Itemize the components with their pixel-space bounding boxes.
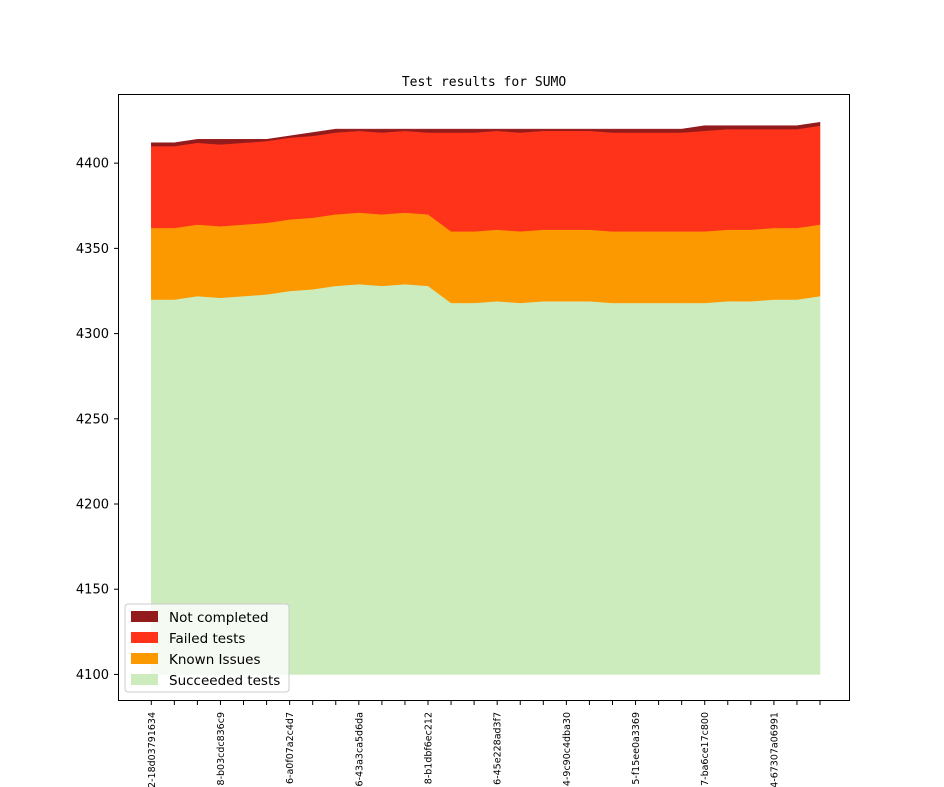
legend-label-failed-tests: Failed tests (169, 631, 245, 647)
ytick-label: 4250 (76, 412, 109, 427)
xtick-label: 8-b1dbf6ec212 (424, 712, 435, 784)
legend-swatch-not-completed (131, 611, 158, 622)
legend-frame (124, 603, 290, 693)
legend-swatch-known-issues (131, 653, 158, 664)
xtick-label: 2-18d03791634 (147, 712, 158, 787)
xtick-label: 6-45e228ad3f7 (493, 712, 504, 785)
ytick-label: 4300 (76, 327, 109, 342)
y-axis: 4100 4150 4200 4250 4300 4350 4400 (76, 157, 119, 683)
xtick-label: 5-f15ee0a3369 (631, 712, 642, 785)
axes-frame (118, 94, 850, 701)
xtick-label: 4-67307a06991 (769, 712, 780, 787)
ytick-label: 4100 (76, 668, 109, 683)
legend-items: Not completed Failed tests Known Issues Suc… (131, 610, 280, 689)
xtick-label: 7-ba6ce17c800 (700, 712, 711, 786)
xtick-label: 8-b03cdc836c9 (216, 712, 227, 785)
ytick-label: 4200 (76, 498, 109, 513)
legend-swatch-succeeded-tests (131, 674, 158, 685)
ytick-label: 4400 (76, 157, 109, 172)
chart-title: Test results for SUMO (402, 75, 567, 90)
ytick-label: 4350 (76, 242, 109, 257)
series-areas (151, 121, 821, 675)
legend-label-known-issues: Known Issues (169, 652, 261, 668)
xtick-label: 4-9c90c4dba30 (562, 712, 573, 786)
xtick-label: 6-a0f07a2c4d7 (285, 712, 296, 784)
xtick-label: 6-43a3ca5d6da (354, 712, 365, 786)
ytick-label: 4150 (76, 583, 109, 598)
legend-label-succeeded-tests: Succeeded tests (169, 673, 280, 689)
legend-label-not-completed: Not completed (169, 610, 269, 626)
legend-swatch-failed-tests (131, 632, 158, 643)
x-axis: 2-18d03791634 8-b03cdc836c9 6-a0f07a2c4d7 6… (147, 700, 821, 787)
area-not-completed (151, 121, 821, 147)
legend: Not completed Failed tests Known Issues Suc… (124, 603, 290, 693)
